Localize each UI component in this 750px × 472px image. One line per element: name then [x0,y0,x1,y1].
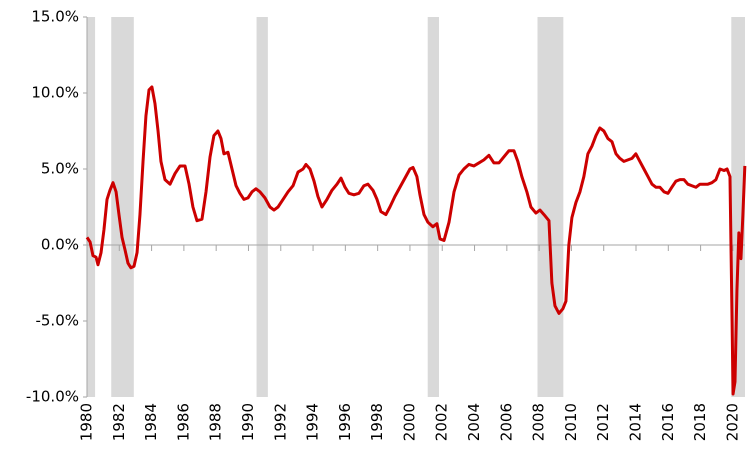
recession-band [537,17,564,397]
x-tick-label: 1980 [78,403,96,441]
x-tick-label: 1992 [271,403,289,441]
y-tick-label: 5.0% [41,160,79,178]
x-tick-label: 1990 [239,403,257,441]
x-tick-label: 2008 [530,403,548,441]
recession-band [731,17,745,397]
y-tick-label: 15.0% [31,8,79,26]
recession-band [111,17,134,397]
x-tick-label: 2012 [594,403,612,441]
x-tick-label: 1986 [174,403,192,441]
x-tick-label: 2010 [562,403,580,441]
x-tick-label: 2016 [659,403,677,441]
data-line [85,85,747,396]
y-tick-label: 10.0% [31,84,79,102]
x-tick-label: 1996 [336,403,354,441]
x-tick-label: 2006 [497,403,515,441]
recession-band [427,17,440,397]
recession-band [87,17,96,397]
recession-band [256,17,268,397]
x-tick-label: 2014 [627,403,645,441]
x-tick-label: 1984 [142,403,160,441]
y-tick-label: 0.0% [41,236,79,254]
x-tick-label: 2018 [691,403,709,441]
x-tick-label: 2004 [465,403,483,441]
y-tick-label: -10.0% [26,388,79,406]
x-tick-label: 2000 [400,403,418,441]
x-tick-label: 2002 [433,403,451,441]
x-tick-label: 2020 [723,403,741,441]
x-tick-label: 1998 [368,403,386,441]
x-tick-label: 1988 [207,403,225,441]
x-tick-label: 1994 [304,403,322,441]
y-tick-label: -5.0% [35,312,79,330]
x-tick-label: 1982 [110,403,128,441]
